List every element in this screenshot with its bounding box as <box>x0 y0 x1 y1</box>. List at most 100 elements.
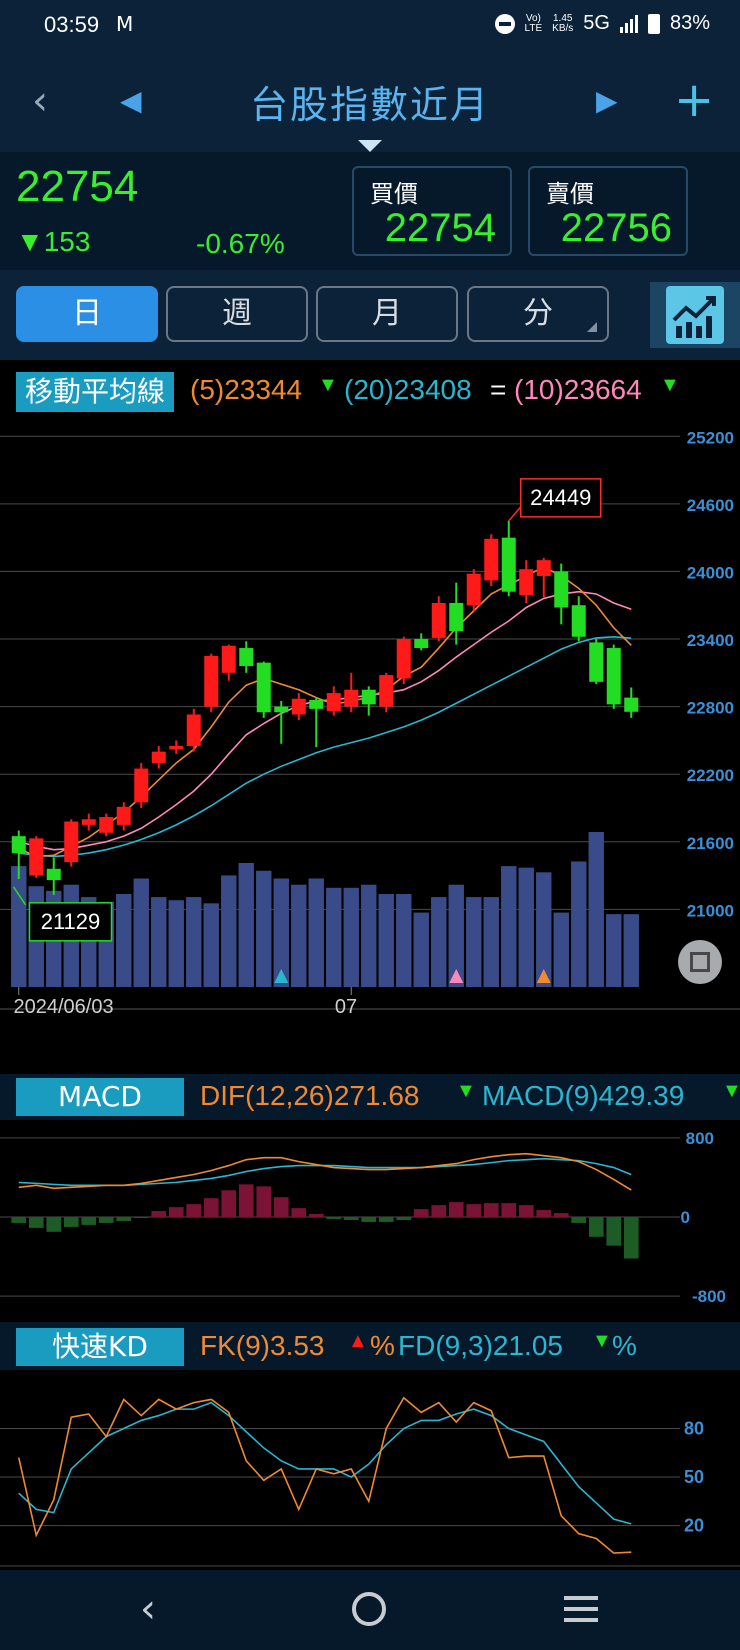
macd-osc-bar <box>46 1217 62 1232</box>
candlestick-chart[interactable]: 25200 24600 24000 23400 22800 22200 21600 21000… <box>0 405 740 1025</box>
ma10-line <box>18 590 632 851</box>
low-marker-box <box>28 902 113 942</box>
candle-body <box>221 645 236 673</box>
back-icon[interactable]: ‹ <box>32 78 48 124</box>
price-change-percent: -0.67% <box>196 228 285 259</box>
system-nav-bar: ‹ <box>0 1570 740 1650</box>
bid-box: 買價 22754 <box>352 166 512 256</box>
tab-day[interactable]: 日 <box>16 286 158 342</box>
volume-bar <box>483 897 499 987</box>
bid-price: 22754 <box>384 206 496 250</box>
candle-body <box>379 675 394 707</box>
kd-legend: 快速KD FK(9)3.53 ▲ % FD(9,3)21.05 ▼ % <box>0 1322 740 1370</box>
kd-y-tick-label: 50 <box>684 1467 704 1487</box>
volume-bar <box>308 878 324 987</box>
macd-value: MACD(9)429.39 <box>482 1080 685 1111</box>
macd-osc-bar <box>448 1202 464 1217</box>
add-icon[interactable]: + <box>674 72 715 128</box>
candle-body <box>589 642 604 682</box>
battery-icon <box>647 13 660 34</box>
volume-bar <box>501 866 517 987</box>
zoom-toggle-button[interactable] <box>678 940 722 984</box>
volume-bar <box>326 887 342 987</box>
volume-bar <box>466 897 482 987</box>
candle-body <box>326 693 341 712</box>
macd-osc-bar <box>518 1205 534 1217</box>
dropdown-corner-icon <box>587 322 597 332</box>
tab-week[interactable]: 週 <box>166 286 308 342</box>
macd-osc-bar <box>116 1217 132 1221</box>
bid-label: 買價 <box>370 180 418 208</box>
fd-direction: ▼ <box>592 1330 612 1352</box>
speed-unit: KB/s <box>552 22 574 34</box>
candle-body <box>169 746 184 750</box>
volte-top: Vo) <box>525 12 541 24</box>
macd-osc-bar <box>63 1217 79 1227</box>
macd-label[interactable]: MACD <box>16 1078 184 1116</box>
macd-osc-bar <box>378 1217 394 1222</box>
candles <box>11 520 639 895</box>
candle-body <box>554 571 569 608</box>
macd-chart[interactable]: 800 0 -800 <box>0 1120 740 1320</box>
y-tick-label: 24000 <box>687 563 734 582</box>
dnd-icon <box>494 13 515 34</box>
fd-unit: % <box>612 1330 637 1361</box>
battery-level: 83% <box>669 12 710 34</box>
candle-body <box>29 838 44 876</box>
nav-home-icon[interactable] <box>352 1592 386 1626</box>
macd-legend: MACD DIF(12,26)271.68 ▼ MACD(9)429.39 ▼ <box>0 1074 740 1120</box>
volume-bar <box>518 867 534 987</box>
chart-settings-button[interactable] <box>650 282 740 348</box>
volume-bar <box>273 878 289 987</box>
volume-bar <box>238 863 254 987</box>
candle-body <box>151 751 166 763</box>
candle-body <box>571 605 586 637</box>
next-symbol-icon[interactable]: ▶ <box>596 84 618 117</box>
x-tick-label: 2024/06/03 <box>14 996 114 1018</box>
volume-bar <box>133 878 149 987</box>
tab-minute[interactable]: 分 <box>467 286 609 342</box>
ma-label[interactable]: 移動平均線 <box>16 372 174 412</box>
ask-box: 賣價 22756 <box>528 166 688 256</box>
status-time: 03:59 <box>44 12 100 37</box>
signal-triangle <box>449 969 464 983</box>
previous-symbol-icon[interactable]: ◀ <box>120 84 142 117</box>
macd-osc-bar <box>588 1217 604 1237</box>
status-bar: 03:59 M Vo) LTE 1.45 KB/s 5G 83% <box>0 0 740 54</box>
macd-osc-bar <box>361 1217 377 1222</box>
kd-y-tick-label: 20 <box>684 1516 704 1536</box>
volume-bar <box>116 894 132 987</box>
y-tick-label: 25200 <box>687 428 734 447</box>
candle-body <box>466 573 481 606</box>
ma5-direction: ▼ <box>318 374 338 396</box>
macd-osc-bar <box>28 1217 44 1228</box>
volume-bar <box>396 894 412 987</box>
dif-value: DIF(12,26)271.68 <box>200 1080 420 1111</box>
nav-menu-icon[interactable] <box>564 1596 598 1622</box>
volume-bar <box>221 875 237 987</box>
tab-month[interactable]: 月 <box>316 286 458 342</box>
ask-price: 22756 <box>560 206 672 250</box>
candle-body <box>501 537 516 592</box>
fd-value: FD(9,3)21.05 <box>398 1330 563 1361</box>
mail-icon: M <box>116 12 134 36</box>
expand-icon <box>690 952 710 972</box>
page-title[interactable]: 台股指數近月 <box>249 83 490 127</box>
candle-body <box>344 689 359 707</box>
ma-legend: 移動平均線 (5)23344 ▼ (20)23408 = (10)23664 ▼ <box>0 360 740 424</box>
low-marker-line <box>12 886 27 906</box>
volume-bar <box>571 861 587 987</box>
kd-lines <box>17 1396 632 1554</box>
ma5-line <box>18 566 632 858</box>
volume-bar <box>343 887 359 987</box>
macd-y-tick-label: 0 <box>681 1208 690 1227</box>
nav-back-icon[interactable]: ‹ <box>140 1586 156 1632</box>
dif-line <box>18 1152 632 1191</box>
kd-grid: 80 50 20 <box>0 1419 740 1567</box>
candle-body <box>64 821 79 863</box>
kd-label[interactable]: 快速KD <box>16 1328 184 1366</box>
candle-body <box>134 768 149 803</box>
candle-body <box>361 689 376 705</box>
kd-chart[interactable]: 80 50 20 <box>0 1370 740 1570</box>
title-dropdown-icon[interactable] <box>358 140 382 152</box>
